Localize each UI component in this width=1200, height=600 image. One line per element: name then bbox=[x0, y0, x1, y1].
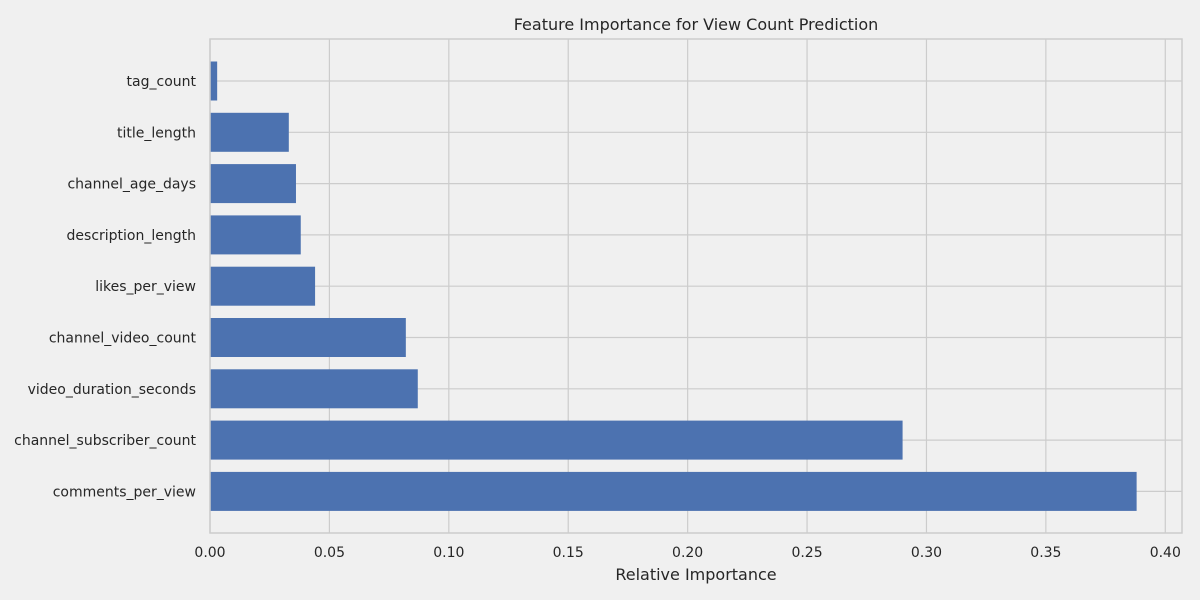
x-tick-label: 0.25 bbox=[791, 545, 822, 561]
y-tick-label-tag-count: tag_count bbox=[127, 74, 197, 90]
y-tick-label-video-duration-seconds: video_duration_seconds bbox=[28, 382, 196, 398]
y-tick-label-likes-per-view: likes_per_view bbox=[95, 279, 196, 295]
grid-layer bbox=[209, 39, 1182, 533]
y-tick-labels: tag_count title_length channel_age_daysdes… bbox=[14, 74, 196, 500]
bar-channel-age-days bbox=[210, 164, 296, 204]
x-tick-label: 0.35 bbox=[1030, 545, 1061, 561]
plot-frame bbox=[209, 38, 1183, 534]
x-tick-label: 0.10 bbox=[433, 545, 464, 561]
bar-tag-count bbox=[210, 61, 218, 101]
x-tick-label: 0.20 bbox=[672, 545, 703, 561]
x-tick-label: 0.05 bbox=[314, 545, 345, 561]
y-tick-label-comments-per-view: comments_per_view bbox=[53, 484, 196, 500]
chart-title: Feature Importance for View Count Predic… bbox=[514, 15, 879, 34]
bar-channel-video-count bbox=[210, 318, 406, 357]
bar-description-length bbox=[210, 215, 301, 255]
bar-video-duration-seconds bbox=[210, 369, 418, 409]
y-tick-label-description-length: description_length bbox=[67, 228, 196, 244]
x-tick-label: 0.15 bbox=[553, 545, 584, 561]
y-tick-label-title-length: title_length bbox=[117, 125, 196, 141]
x-axis-label: Relative Importance bbox=[615, 565, 776, 584]
x-tick-label: 0.30 bbox=[911, 545, 942, 561]
x-tick-label: 0.40 bbox=[1150, 545, 1181, 561]
x-tick-labels: 0.00 0.05 0.10 0.15 0.20 0.25 0.30 0.35 0.40 bbox=[194, 545, 1180, 561]
y-tick-label-channel-subscriber-count: channel_subscriber_count bbox=[14, 433, 196, 449]
y-tick-label-channel-age-days: channel_age_days bbox=[67, 177, 196, 193]
bar-title-length bbox=[210, 112, 289, 152]
y-tick-label-channel-video-count: channel_video_count bbox=[49, 331, 197, 347]
x-tick-label: 0.00 bbox=[194, 545, 225, 561]
bar-channel-subscriber-count bbox=[210, 420, 903, 460]
bars-layer bbox=[210, 61, 1137, 511]
bar-comments-per-view bbox=[210, 471, 1137, 511]
bar-likes-per-view bbox=[210, 266, 316, 306]
